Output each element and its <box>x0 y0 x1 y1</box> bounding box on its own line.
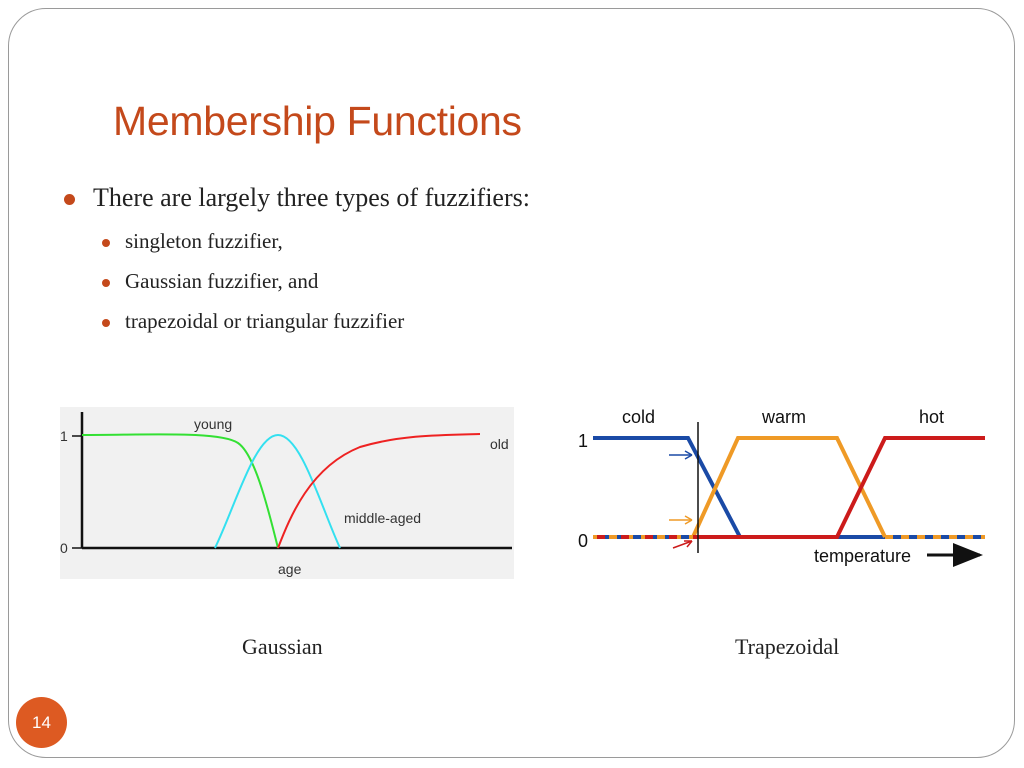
sub-bullet-dot <box>102 319 110 327</box>
trapezoidal-chart: cold warm hot 1 0 temperature <box>578 407 985 567</box>
arrow-head-blue <box>684 450 693 460</box>
series-line-old <box>277 433 481 549</box>
series-label-old: old <box>490 436 509 452</box>
x-axis-label: temperature <box>814 546 911 566</box>
y-tick-label-0: 0 <box>578 531 588 551</box>
chart-background <box>60 407 514 579</box>
series-label-hot: hot <box>919 407 944 427</box>
series-line-young <box>81 433 279 549</box>
sub-bullet-singleton: singleton fuzzifier, <box>125 229 283 253</box>
x-axis-label: age <box>278 561 302 577</box>
series-label-middle-aged: middle-aged <box>344 510 421 526</box>
bullet-dot <box>64 194 75 205</box>
caption-trapezoidal: Trapezoidal <box>735 634 840 659</box>
series-label-warm: warm <box>761 407 806 427</box>
series-line-hot <box>693 436 985 539</box>
caption-gaussian: Gaussian <box>242 634 323 659</box>
series-line-middle-aged <box>214 433 341 549</box>
page-number-badge: 14 <box>16 697 67 748</box>
slide-frame <box>8 8 1015 758</box>
gaussian-chart: 1 0 young middle-aged old age <box>60 407 514 579</box>
y-tick-label-1: 1 <box>60 428 68 444</box>
sub-bullet-dot <box>102 239 110 247</box>
arrow-head-red <box>684 540 693 548</box>
y-tick-label-0: 0 <box>60 540 68 556</box>
slide-title: Membership Functions <box>113 98 522 144</box>
series-label-cold: cold <box>622 407 655 427</box>
series-line-cold <box>593 436 742 538</box>
series-line-warm <box>691 436 887 538</box>
arrow-head-orange <box>684 515 693 525</box>
sub-bullet-dot <box>102 279 110 287</box>
bullet-text: There are largely three types of fuzzifi… <box>93 183 530 212</box>
y-tick-label-1: 1 <box>578 431 588 451</box>
sub-bullet-trapezoidal: trapezoidal or triangular fuzzifier <box>125 309 405 333</box>
series-label-young: young <box>194 416 232 432</box>
sub-bullet-gaussian: Gaussian fuzzifier, and <box>125 269 319 293</box>
input-arrow-red <box>672 540 693 549</box>
